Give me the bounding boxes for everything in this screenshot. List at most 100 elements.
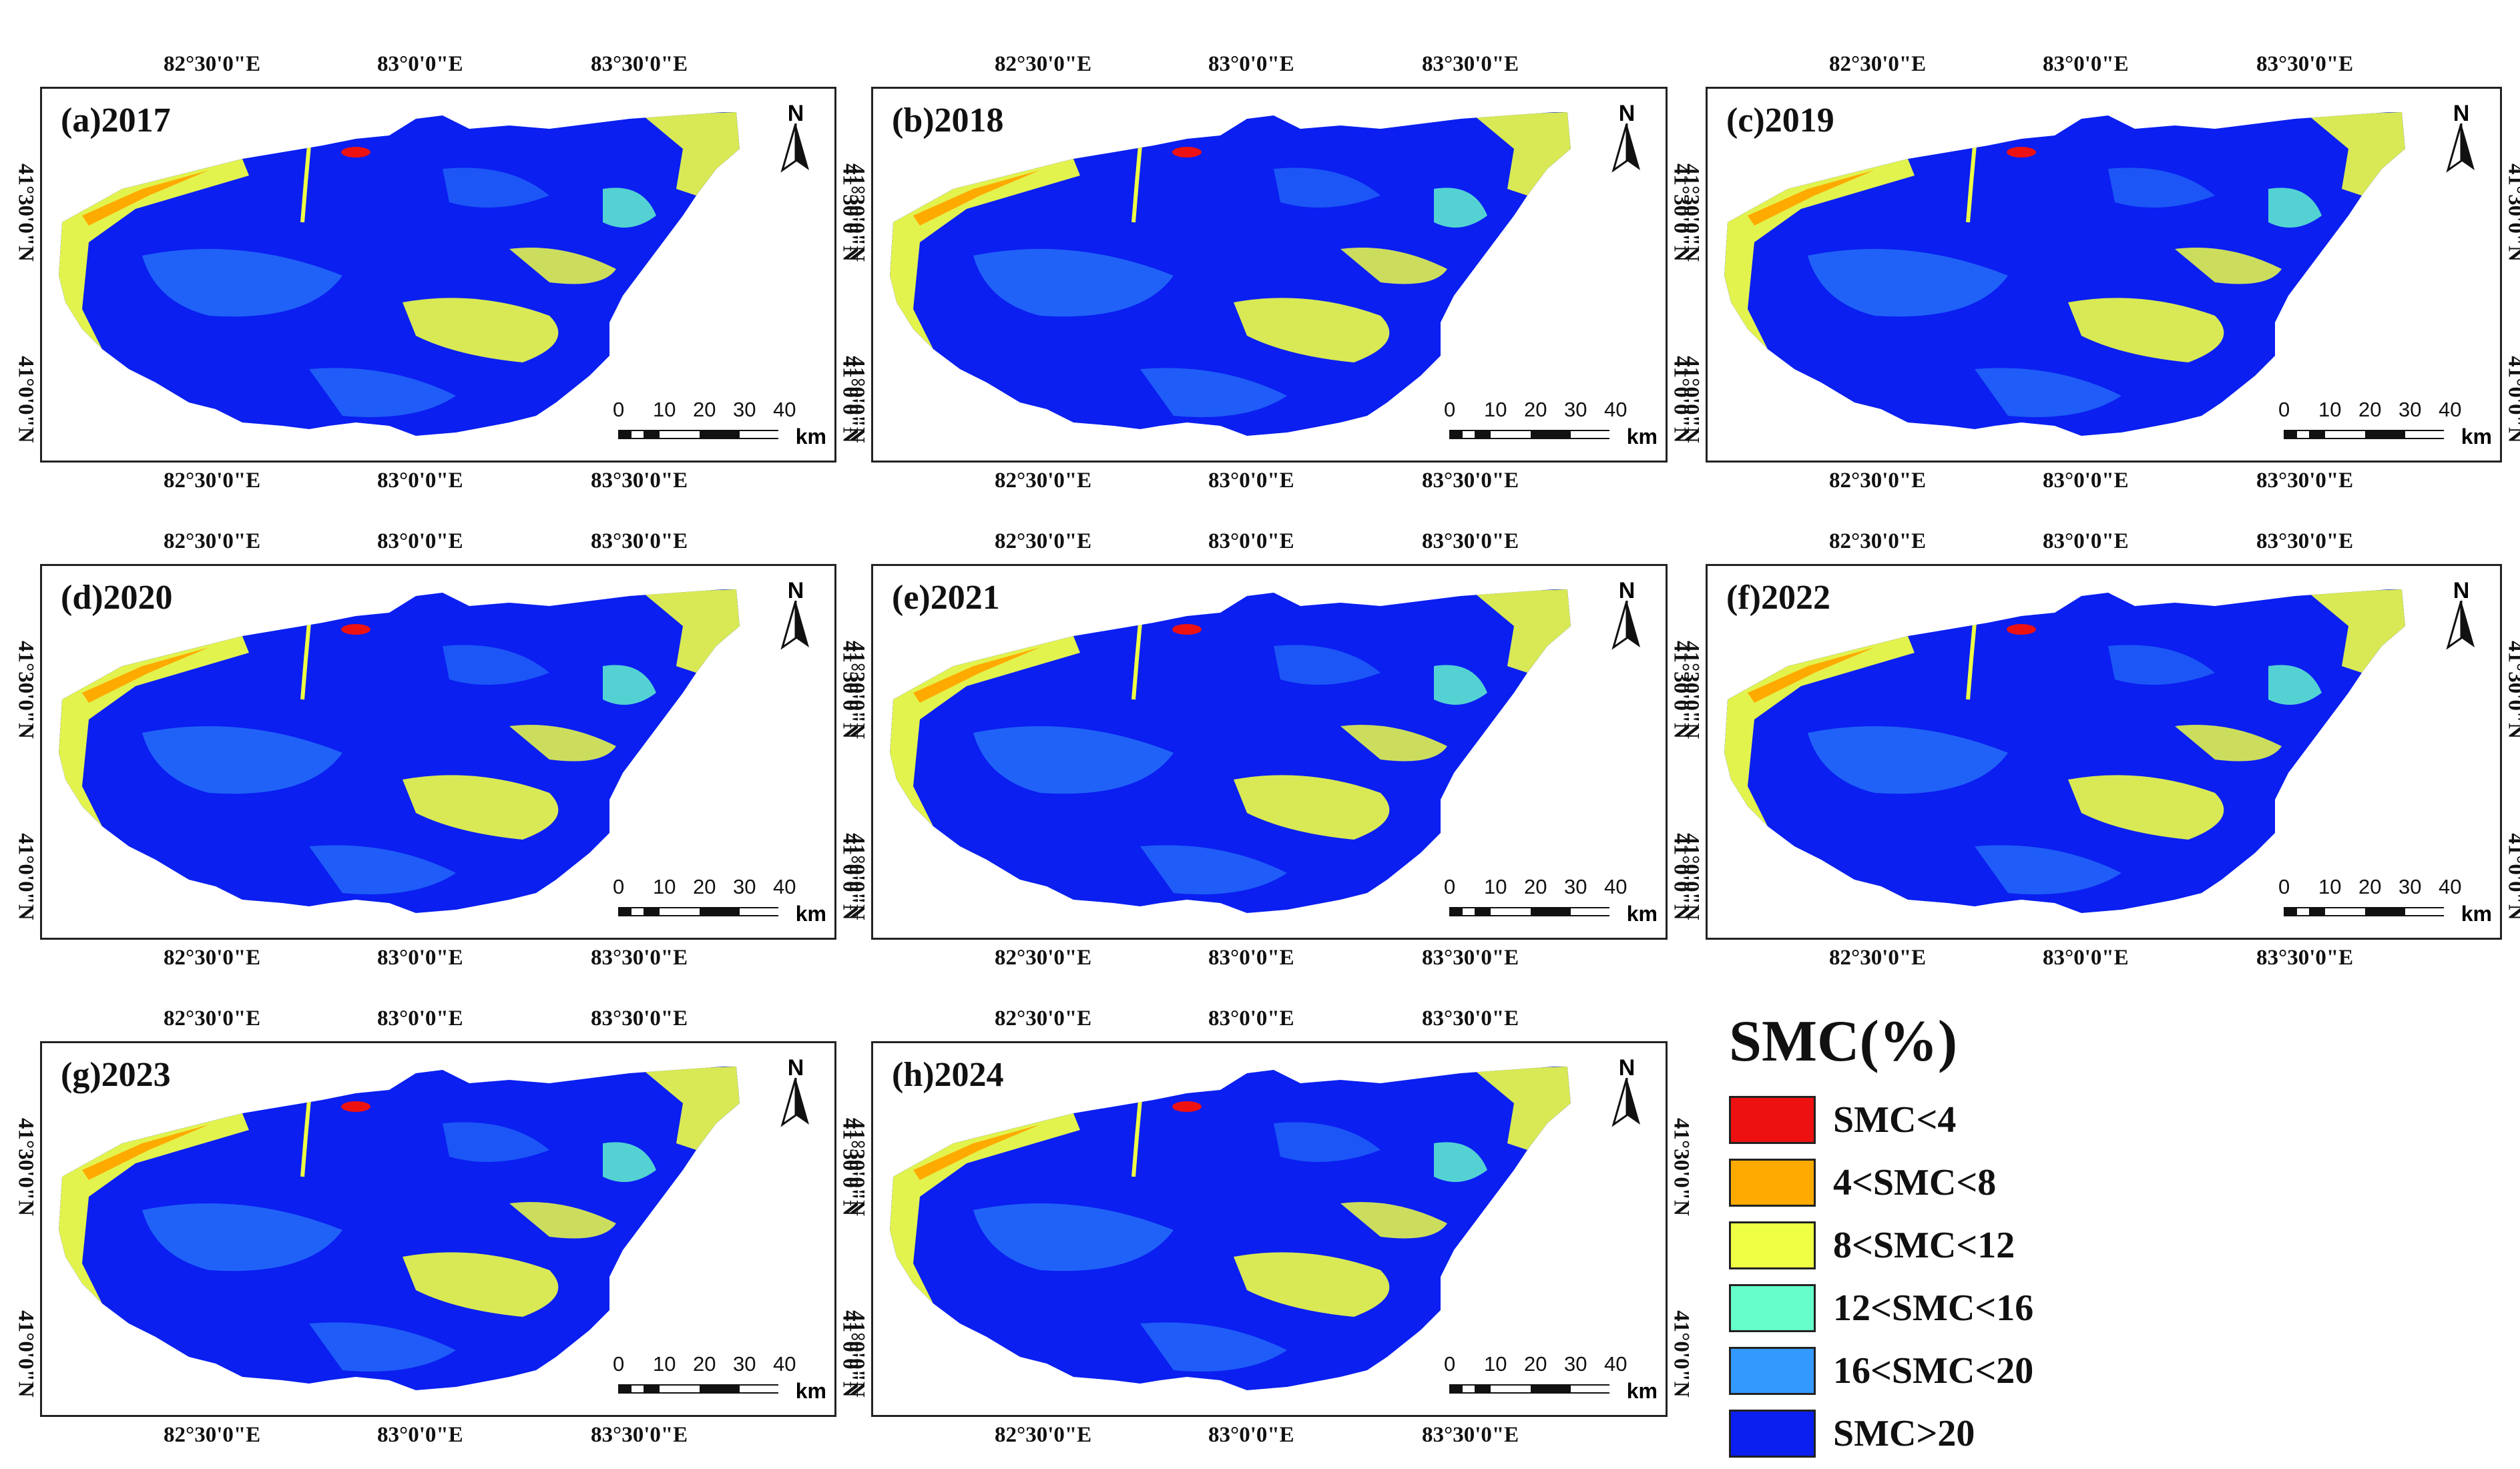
bottom-lon-tick: 83°30'0"E — [591, 1423, 688, 1448]
scale-label: 20 — [693, 875, 716, 899]
scale-label: 30 — [1564, 398, 1587, 422]
scale-label: 0 — [613, 875, 624, 899]
scale-label: 20 — [2358, 875, 2381, 899]
scale-label: 0 — [2278, 875, 2290, 899]
scale-label: 40 — [2439, 875, 2461, 899]
legend-swatch — [1729, 1159, 1816, 1207]
scale-label: 10 — [653, 398, 676, 422]
scale-unit: km — [2461, 424, 2492, 449]
legend-swatch — [1729, 1347, 1816, 1395]
scale-label: 20 — [1524, 875, 1547, 899]
scale-unit: km — [1627, 1379, 1658, 1404]
top-lon-tick: 83°30'0"E — [2256, 529, 2353, 554]
top-lon-tick: 82°30'0"E — [995, 52, 1091, 77]
bottom-lon-tick: 83°0'0"E — [377, 946, 463, 970]
scale-unit: km — [1627, 902, 1658, 926]
legend-item: 16<SMC<20 — [1729, 1344, 2263, 1398]
scale-label: 10 — [1484, 875, 1507, 899]
bottom-lon-tick: 83°30'0"E — [2256, 469, 2353, 493]
bottom-lon-tick: 82°30'0"E — [995, 1423, 1091, 1448]
right-lat-tick: 41°0'0"N — [1669, 1287, 1694, 1421]
scale-label: 0 — [2278, 398, 2290, 422]
scale-unit: km — [796, 902, 826, 926]
legend-title: SMC(%) — [1729, 1008, 2263, 1075]
legend-item: 8<SMC<12 — [1729, 1218, 2263, 1273]
scale-bar-graphic — [1449, 907, 1609, 916]
north-arrow-icon: N — [776, 101, 816, 174]
top-lon-tick: 82°30'0"E — [1829, 529, 1926, 554]
top-lon-tick: 83°0'0"E — [377, 52, 463, 77]
top-lon-tick: 83°30'0"E — [591, 1006, 688, 1031]
top-lon-tick: 83°30'0"E — [1422, 1006, 1519, 1031]
scale-bar-graphic — [2284, 430, 2444, 439]
legend-label: 12<SMC<16 — [1833, 1287, 2033, 1330]
scale-label: 30 — [2399, 875, 2421, 899]
left-lat-tick: 41°30'0"N — [844, 1101, 869, 1234]
scale-label: 10 — [1484, 1352, 1507, 1376]
left-lat-tick: 41°30'0"N — [13, 1101, 38, 1234]
scale-label: 30 — [2399, 398, 2421, 422]
scale-label: 30 — [733, 398, 756, 422]
dry-spot — [341, 624, 370, 635]
panel-title: (h)2024 — [892, 1055, 1004, 1095]
north-arrow-icon: N — [2441, 578, 2481, 651]
legend-swatch — [1729, 1410, 1816, 1458]
scale-label: 20 — [693, 398, 716, 422]
scale-label: 20 — [1524, 398, 1547, 422]
top-lon-tick: 82°30'0"E — [164, 1006, 260, 1031]
left-lat-tick: 41°0'0"N — [13, 333, 38, 467]
scale-label: 10 — [2318, 875, 2341, 899]
north-arrow-icon: N — [1607, 1055, 1647, 1129]
scale-label: 30 — [733, 1352, 756, 1376]
scale-label: 10 — [653, 1352, 676, 1376]
top-lon-tick: 83°0'0"E — [2043, 52, 2129, 77]
scale-label: 20 — [1524, 1352, 1547, 1376]
top-lon-tick: 83°30'0"E — [1422, 52, 1519, 77]
scale-bar-graphic — [1449, 430, 1609, 439]
bottom-lon-tick: 83°30'0"E — [1422, 1423, 1519, 1448]
bottom-lon-tick: 83°30'0"E — [1422, 946, 1519, 970]
legend-label: 8<SMC<12 — [1833, 1224, 2015, 1267]
north-arrow-icon: N — [1607, 101, 1647, 174]
top-lon-tick: 82°30'0"E — [164, 529, 260, 554]
right-lat-tick: 41°0'0"N — [2503, 810, 2520, 944]
top-lon-tick: 83°0'0"E — [377, 1006, 463, 1031]
dry-spot — [1172, 1101, 1202, 1112]
bottom-lon-tick: 82°30'0"E — [995, 469, 1091, 493]
left-lat-tick: 41°0'0"N — [844, 1287, 869, 1421]
scale-label: 0 — [1444, 398, 1455, 422]
legend-item: 4<SMC<8 — [1729, 1155, 2263, 1210]
scale-label: 10 — [1484, 398, 1507, 422]
right-lat-tick: 41°0'0"N — [2503, 333, 2520, 467]
north-arrow-icon: N — [2441, 101, 2481, 174]
scale-unit: km — [2461, 902, 2492, 926]
scale-label: 40 — [773, 875, 796, 899]
top-lon-tick: 82°30'0"E — [995, 529, 1091, 554]
bottom-lon-tick: 83°0'0"E — [1208, 469, 1294, 493]
legend: SMC(%) SMC<4 4<SMC<8 8<SMC<12 12<SMC<16 16<S… — [1729, 1008, 2263, 1469]
bottom-lon-tick: 83°30'0"E — [1422, 469, 1519, 493]
scale-label: 40 — [1604, 875, 1627, 899]
panel-title: (g)2023 — [61, 1055, 171, 1095]
legend-item: SMC<4 — [1729, 1093, 2263, 1147]
legend-label: 16<SMC<20 — [1833, 1350, 2033, 1392]
scale-label: 40 — [773, 1352, 796, 1376]
scale-label: 0 — [1444, 1352, 1455, 1376]
left-lat-tick: 41°30'0"N — [1679, 146, 1704, 280]
